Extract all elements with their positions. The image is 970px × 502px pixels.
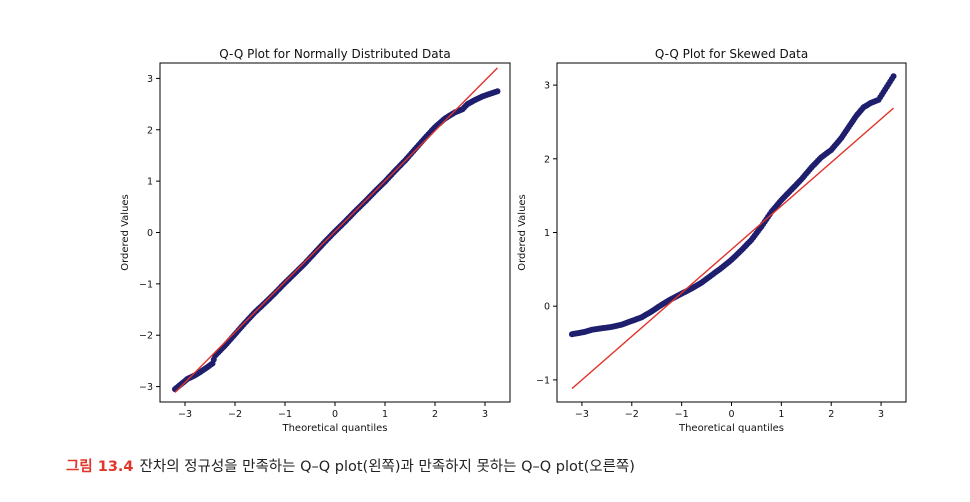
x-tick-label: −2 — [625, 409, 639, 420]
y-tick-label: 1 — [544, 228, 550, 239]
y-tick-label: 2 — [147, 125, 153, 136]
caption-text: 잔차의 정규성을 만족하는 Q–Q plot(왼쪽)과 만족하지 못하는 Q–Q… — [139, 459, 635, 475]
figure-caption: 그림 13.4 잔차의 정규성을 만족하는 Q–Q plot(왼쪽)과 만족하지 … — [66, 455, 635, 476]
y-tick-label: −2 — [139, 331, 153, 342]
y-tick-label: −1 — [139, 279, 153, 290]
x-axis-label: Theoretical quantiles — [678, 423, 784, 434]
y-tick-label: −1 — [536, 375, 550, 386]
x-tick-label: 3 — [878, 409, 884, 420]
y-tick-label: 0 — [544, 302, 550, 313]
reference-line — [571, 107, 894, 390]
x-tick-label: −1 — [675, 409, 689, 420]
data-point — [494, 88, 501, 95]
x-tick-label: −3 — [178, 409, 192, 420]
x-tick-label: 1 — [382, 409, 388, 420]
qq-chart-2: Q-Q Plot for Skewed Data −3 −2 −1 0 1 2 3 −1 0 1 2 3… — [517, 47, 907, 434]
plot-frame — [556, 62, 907, 403]
x-tick-label: −2 — [228, 409, 242, 420]
x-tick-label: −3 — [575, 409, 589, 420]
chart-title: Q-Q Plot for Skewed Data — [655, 47, 808, 61]
y-axis-label: Ordered Values — [120, 194, 131, 271]
x-tick-label: 0 — [332, 409, 338, 420]
y-tick-label: 0 — [147, 228, 153, 239]
y-tick-label: −3 — [139, 382, 153, 393]
qq-chart-1: Q-Q Plot for Normally Distributed Data −3… — [120, 47, 511, 434]
data-layer — [172, 67, 501, 394]
y-tick-label: 2 — [544, 154, 550, 165]
reference-line — [174, 67, 498, 394]
x-tick-label: 2 — [432, 409, 438, 420]
data-layer — [568, 73, 897, 390]
y-tick-label: 3 — [147, 74, 153, 85]
caption-label: 그림 13.4 — [66, 459, 134, 475]
y-tick-label: 1 — [147, 177, 153, 188]
x-tick-label: 3 — [482, 409, 488, 420]
y-axis-label: Ordered Values — [517, 194, 528, 271]
y-tick-label: 3 — [544, 81, 550, 92]
data-point — [890, 73, 897, 80]
x-axis-label: Theoretical quantiles — [281, 423, 387, 434]
x-tick-label: 1 — [778, 409, 784, 420]
x-tick-label: 2 — [828, 409, 834, 420]
x-tick-label: −1 — [278, 409, 292, 420]
figure: Q-Q Plot for Normally Distributed Data −3… — [120, 47, 907, 434]
chart-title: Q-Q Plot for Normally Distributed Data — [219, 47, 450, 61]
x-tick-label: 0 — [728, 409, 734, 420]
